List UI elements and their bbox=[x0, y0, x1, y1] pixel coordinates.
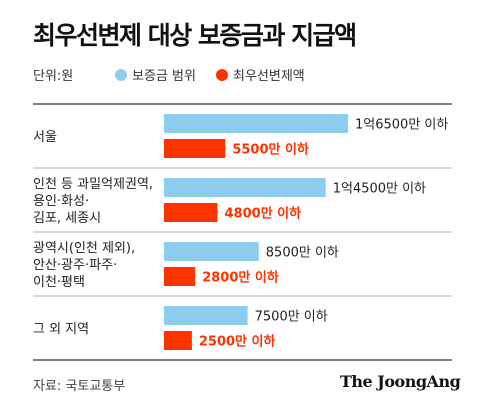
category-label: 김포, 세종시 bbox=[33, 211, 101, 226]
data-label-deposit-range: 1억4500만 이하 bbox=[333, 182, 426, 197]
category-label: 용인·화성· bbox=[33, 194, 89, 209]
bar-deposit-range bbox=[164, 178, 326, 197]
bar-priority-repayment bbox=[164, 331, 192, 350]
bar-deposit-range bbox=[164, 114, 348, 133]
bar-priority-repayment bbox=[164, 139, 226, 158]
data-label-priority-repayment: 2500만 이하 bbox=[199, 334, 276, 350]
data-label-priority-repayment: 4800만 이하 bbox=[225, 206, 302, 222]
source-note: 자료: 국토교통부 bbox=[33, 379, 126, 394]
category-label: 그 외 지역 bbox=[33, 322, 89, 337]
data-label-deposit-range: 1억6500만 이하 bbox=[355, 118, 448, 133]
legend-label-deposit-range: 보증금 범위 bbox=[132, 69, 196, 84]
chart-title: 최우선변제 대상 보증금과 지급액 bbox=[33, 21, 357, 50]
category-label: 이천·평택 bbox=[33, 275, 85, 290]
bar-priority-repayment bbox=[164, 203, 218, 222]
category-label: 안산·광주·파주· bbox=[33, 258, 117, 273]
legend: 단위:원 보증금 범위 최우선변제액 bbox=[33, 65, 453, 85]
category-label: 서울 bbox=[33, 130, 57, 145]
data-label-deposit-range: 8500만 이하 bbox=[266, 246, 339, 261]
data-label-priority-repayment: 2800만 이하 bbox=[202, 270, 279, 286]
bar-deposit-range bbox=[164, 306, 248, 325]
legend-item-deposit-range: 보증금 범위 bbox=[115, 65, 196, 84]
bar-deposit-range bbox=[164, 242, 259, 261]
data-label-priority-repayment: 5500만 이하 bbox=[232, 142, 309, 158]
legend-label-priority-repayment: 최우선변제액 bbox=[233, 69, 305, 84]
category-label: 인천 등 과밀억제권역, bbox=[33, 177, 153, 192]
unit-label: 단위:원 bbox=[33, 69, 74, 84]
bar-priority-repayment bbox=[164, 267, 196, 286]
category-label: 광역시(인천 제외), bbox=[33, 241, 135, 256]
legend-item-priority-repayment: 최우선변제액 bbox=[216, 65, 305, 84]
legend-swatch-priority-repayment bbox=[216, 68, 228, 81]
data-label-deposit-range: 7500만 이하 bbox=[255, 310, 328, 325]
legend-swatch-deposit-range bbox=[115, 68, 127, 81]
brand-logo: The JoongAng bbox=[340, 372, 461, 391]
